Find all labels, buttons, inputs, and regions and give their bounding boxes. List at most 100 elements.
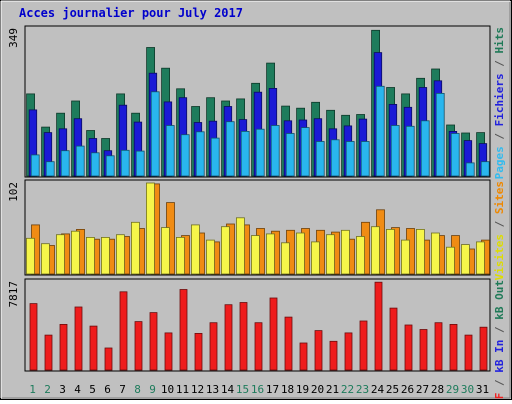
bar-kb-f-day-29 — [449, 323, 458, 371]
bar-visites-day-5 — [86, 236, 95, 275]
bar-kb-f-day-9 — [149, 312, 158, 371]
x-tick-label-day-22: 22 — [341, 383, 354, 396]
bar-kb-f-day-18 — [284, 316, 293, 371]
bar-kb-f-day-7 — [119, 291, 128, 371]
bar-pages-day-12 — [195, 131, 205, 177]
bar-kb-f-day-11 — [179, 289, 188, 371]
legend-hits: Pages / Fichiers / Hits — [493, 27, 506, 179]
x-tick-label-day-26: 26 — [401, 383, 414, 396]
bar-visites-day-15 — [235, 217, 245, 275]
x-tick-label-day-25: 25 — [386, 383, 399, 396]
x-tick-label-day-13: 13 — [206, 383, 219, 396]
bar-visites-day-28 — [430, 232, 440, 275]
bar-pages-day-29 — [450, 133, 460, 177]
x-tick-label-day-29: 29 — [446, 383, 459, 396]
series-kb-f — [29, 281, 488, 371]
bar-visites-day-6 — [101, 236, 110, 275]
bar-pages-day-21 — [330, 139, 340, 177]
bar-pages-day-26 — [405, 125, 415, 177]
bar-visites-day-12 — [190, 224, 200, 275]
chart-title: Acces journalier pour July 2017 — [19, 6, 243, 20]
bar-kb-f-day-1 — [29, 303, 38, 371]
bar-kb-f-day-4 — [74, 306, 83, 371]
bar-kb-f-day-3 — [59, 323, 68, 371]
bar-kb-f-day-19 — [299, 342, 308, 371]
legend-visits-label-1: / — [493, 214, 506, 234]
bar-visites-day-9 — [145, 182, 155, 275]
bar-pages-day-30 — [465, 162, 475, 177]
bar-pages-day-8 — [135, 150, 145, 177]
bar-pages-day-17 — [270, 125, 280, 177]
bar-pages-day-10 — [165, 125, 175, 177]
x-tick-label-day-11: 11 — [176, 383, 189, 396]
x-tick-label-day-7: 7 — [119, 383, 126, 396]
bar-kb-f-day-6 — [104, 347, 113, 371]
bar-visites-day-4 — [71, 230, 80, 275]
x-tick-label-day-17: 17 — [266, 383, 279, 396]
bar-kb-f-day-30 — [464, 334, 473, 371]
bar-pages-day-24 — [375, 85, 385, 177]
series-visites — [25, 182, 485, 275]
bar-visites-day-23 — [355, 236, 365, 275]
x-tick-label-day-19: 19 — [296, 383, 309, 396]
bar-visites-day-20 — [310, 241, 320, 275]
bar-kb-f-day-22 — [344, 332, 353, 371]
x-tick-label-day-8: 8 — [134, 383, 141, 396]
bar-visites-day-10 — [160, 227, 170, 275]
x-tick-label-day-18: 18 — [281, 383, 294, 396]
bar-visites-day-24 — [370, 226, 380, 275]
bar-pages-day-6 — [105, 155, 115, 177]
bar-pages-day-15 — [240, 130, 250, 177]
legend-visits-label-2: Sites — [493, 181, 506, 214]
bar-kb-f-day-2 — [44, 334, 53, 371]
legend-hits-label-1: / — [493, 126, 506, 146]
bar-visites-day-3 — [56, 234, 65, 275]
bar-pages-day-11 — [180, 134, 190, 177]
x-tick-label-day-28: 28 — [431, 383, 444, 396]
bar-pages-day-5 — [90, 152, 100, 177]
x-tick-label-day-31: 31 — [476, 383, 489, 396]
bar-pages-day-27 — [420, 120, 430, 177]
bar-visites-day-14 — [220, 226, 230, 275]
panel-kb: 7817kB F / kB In / kB Out — [7, 278, 506, 404]
bar-pages-day-1 — [30, 154, 40, 177]
x-tick-label-day-10: 10 — [161, 383, 174, 396]
x-tick-label-day-16: 16 — [251, 383, 264, 396]
x-tick-label-day-2: 2 — [44, 383, 51, 396]
bar-kb-f-day-15 — [239, 302, 248, 371]
bar-pages-day-3 — [60, 150, 70, 177]
bar-kb-f-day-16 — [254, 322, 263, 371]
bar-pages-day-13 — [210, 137, 220, 177]
bar-visites-day-16 — [250, 235, 260, 275]
x-tick-label-day-1: 1 — [29, 383, 36, 396]
x-tick-label-day-15: 15 — [236, 383, 249, 396]
legend-hits-label-4: Hits — [493, 27, 506, 54]
x-tick-label-day-23: 23 — [356, 383, 369, 396]
bar-visites-day-8 — [130, 221, 140, 275]
x-tick-label-day-30: 30 — [461, 383, 474, 396]
bar-visites-day-31 — [475, 241, 485, 275]
axis-max-label-hits: 349 — [7, 28, 20, 48]
panel-hits: 349 Pages / Fichiers / Hits — [7, 25, 506, 179]
bar-pages-day-4 — [75, 145, 85, 177]
bar-kb-f-day-20 — [314, 330, 323, 371]
axis-max-label-kb: 7817 — [7, 281, 20, 308]
x-tick-label-day-9: 9 — [149, 383, 156, 396]
bar-pages-day-23 — [360, 141, 370, 177]
x-tick-label-day-3: 3 — [59, 383, 66, 396]
bar-kb-f-day-13 — [209, 322, 218, 371]
bar-visites-day-18 — [280, 242, 290, 275]
panel-visits: 102 Visites / Sites — [7, 179, 506, 280]
legend-kb-label-3: / — [493, 320, 506, 340]
bar-pages-day-22 — [345, 141, 355, 177]
bar-visites-day-30 — [460, 244, 470, 275]
x-tick-label-day-6: 6 — [104, 383, 111, 396]
bar-pages-day-20 — [315, 141, 325, 177]
bar-kb-f-day-31 — [479, 326, 488, 371]
x-tick-label-day-5: 5 — [89, 383, 96, 396]
x-tick-label-day-12: 12 — [191, 383, 204, 396]
x-tick-label-day-21: 21 — [326, 383, 339, 396]
bar-kb-f-day-14 — [224, 304, 233, 371]
